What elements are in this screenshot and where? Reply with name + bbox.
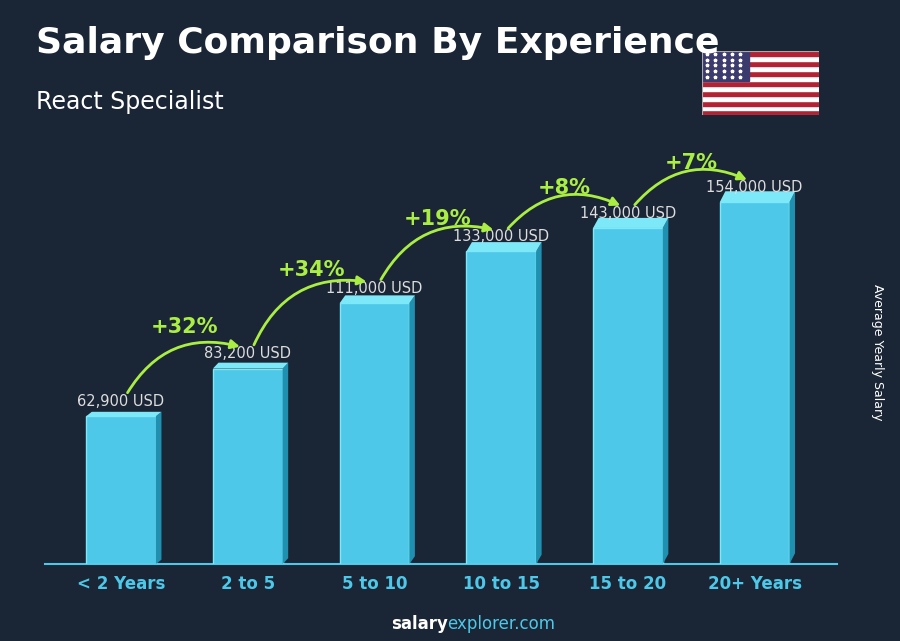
Polygon shape	[410, 296, 415, 564]
Bar	[702, 81, 819, 86]
Text: 143,000 USD: 143,000 USD	[580, 206, 676, 221]
Text: Salary Comparison By Experience: Salary Comparison By Experience	[36, 26, 719, 60]
Polygon shape	[466, 242, 542, 251]
Text: +7%: +7%	[665, 153, 718, 173]
Text: 83,200 USD: 83,200 USD	[204, 347, 292, 362]
Polygon shape	[283, 363, 288, 564]
Bar	[702, 110, 819, 115]
Text: 133,000 USD: 133,000 USD	[453, 229, 549, 244]
Bar	[702, 101, 819, 106]
Polygon shape	[536, 242, 542, 564]
Polygon shape	[339, 296, 415, 303]
Polygon shape	[86, 412, 161, 416]
Polygon shape	[213, 363, 288, 369]
Bar	[702, 66, 819, 71]
Bar	[466, 251, 536, 564]
Bar	[339, 303, 410, 564]
Text: +8%: +8%	[538, 178, 591, 198]
Text: explorer.com: explorer.com	[447, 615, 555, 633]
Polygon shape	[662, 218, 669, 564]
Polygon shape	[593, 218, 669, 228]
Text: +32%: +32%	[150, 317, 218, 337]
Bar	[702, 71, 819, 76]
Bar	[720, 202, 789, 564]
Text: React Specialist: React Specialist	[36, 90, 224, 113]
Bar	[702, 91, 819, 96]
Text: Average Yearly Salary: Average Yearly Salary	[871, 285, 884, 420]
Text: +34%: +34%	[277, 260, 345, 280]
Bar	[702, 56, 819, 61]
Bar	[702, 106, 819, 110]
Bar	[702, 51, 749, 81]
Bar	[213, 369, 283, 564]
Bar	[702, 86, 819, 91]
Text: 154,000 USD: 154,000 USD	[706, 180, 803, 195]
Polygon shape	[789, 191, 795, 564]
Polygon shape	[156, 412, 161, 564]
Bar	[593, 228, 662, 564]
Bar	[702, 61, 819, 66]
Bar	[702, 51, 819, 56]
Text: salary: salary	[392, 615, 448, 633]
Text: +19%: +19%	[404, 208, 472, 229]
Bar	[702, 76, 819, 81]
Bar	[86, 416, 156, 564]
Text: 62,900 USD: 62,900 USD	[77, 394, 165, 409]
Polygon shape	[720, 191, 795, 202]
Bar	[702, 96, 819, 101]
Text: 111,000 USD: 111,000 USD	[327, 281, 423, 296]
